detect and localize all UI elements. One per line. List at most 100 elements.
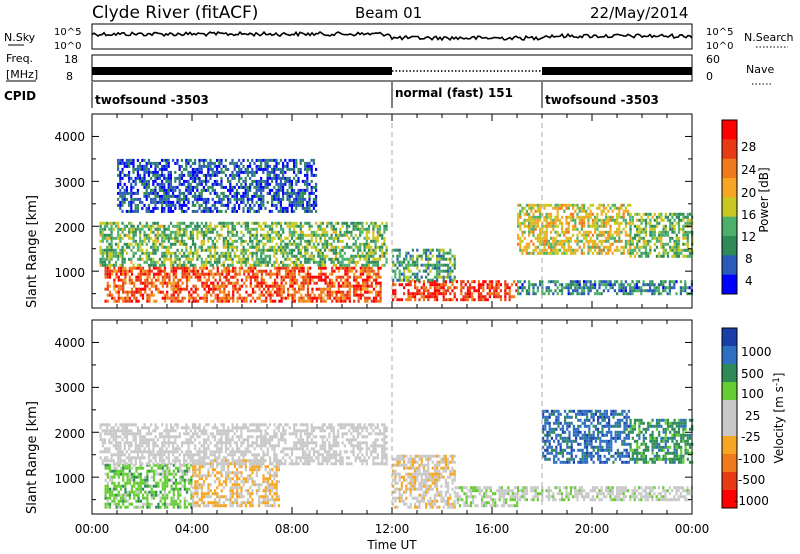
power-echo-cell — [375, 275, 378, 279]
power-echo-cell — [528, 203, 531, 207]
power-echo-cell — [337, 260, 340, 264]
power-echo-cell — [567, 239, 570, 243]
power-echo-cell — [279, 188, 282, 192]
power-echo-cell — [255, 260, 258, 264]
power-echo-cell — [407, 283, 410, 287]
power-echo-cell — [269, 296, 272, 300]
power-echo-cell — [333, 284, 336, 288]
power-echo-cell — [556, 286, 559, 290]
power-echo-cell — [495, 280, 498, 284]
power-echo-cell — [642, 242, 645, 246]
power-echo-cell — [268, 236, 272, 240]
power-echo-cell — [236, 296, 239, 300]
power-echo-cell — [383, 224, 386, 228]
power-echo-cell — [244, 263, 247, 267]
power-echo-cell — [174, 179, 177, 183]
power-echo-cell — [161, 158, 164, 162]
power-echo-cell — [383, 263, 386, 267]
power-echo-cell — [613, 221, 616, 225]
power-echo-cell — [152, 239, 155, 243]
power-ylabel: Slant Range [km] — [25, 195, 40, 308]
power-echo-cell — [576, 227, 579, 231]
power-echo-cell — [394, 292, 397, 296]
power-echo-cell — [587, 242, 590, 246]
power-echo-cell — [264, 224, 267, 228]
power-echo-cell — [618, 283, 621, 287]
power-echo-cell — [550, 215, 553, 219]
power-echo-cell — [414, 292, 417, 296]
power-echo-cell — [231, 173, 234, 177]
power-echo-cell — [547, 221, 550, 225]
power-echo-cell — [618, 206, 621, 210]
power-echo-cells — [99, 158, 694, 303]
power-echo-cell — [534, 218, 537, 222]
power-echo-cell — [152, 179, 155, 183]
power-echo-cell — [543, 224, 546, 228]
power-echo-cell — [146, 272, 149, 276]
power-echo-cell — [583, 251, 586, 255]
power-echo-cell — [341, 239, 344, 243]
power-echo-cell — [378, 257, 382, 261]
power-echo-cell — [276, 290, 279, 294]
power-echo-cell — [253, 260, 256, 264]
power-echo-cell — [119, 158, 122, 162]
velocity-echo-cell — [115, 487, 118, 491]
power-echo-cell — [442, 283, 445, 287]
power-echo-cell — [229, 281, 233, 285]
power-echo-cell — [139, 200, 142, 204]
power-echo-cell — [273, 299, 277, 303]
power-echo-cell — [271, 281, 274, 285]
power-echo-cell — [123, 173, 126, 177]
power-echo-cell — [128, 179, 131, 183]
power-echo-cell — [209, 254, 212, 258]
power-echo-cell — [598, 203, 601, 207]
power-echo-cell — [132, 233, 135, 237]
power-echo-cell — [299, 161, 302, 165]
power-echo-cell — [293, 164, 296, 168]
power-echo-cell — [378, 230, 382, 234]
power-echo-cell — [280, 266, 283, 270]
power-echo-cell — [293, 266, 296, 270]
power-echo-cell — [374, 242, 377, 246]
power-echo-cell — [682, 286, 685, 290]
power-echo-cell — [209, 164, 212, 168]
power-echo-cell — [366, 278, 369, 282]
power-echo-cell — [146, 278, 149, 282]
power-echo-cell — [290, 236, 294, 240]
power-echo-cell — [372, 230, 375, 234]
power-echo-cell — [220, 191, 223, 195]
power-echo-cell — [400, 272, 403, 276]
power-echo-cell — [418, 298, 421, 302]
power-echo-cell — [207, 272, 211, 276]
power-echo-cell — [675, 280, 678, 284]
power-echo-cell — [216, 230, 219, 234]
power-echo-cell — [167, 203, 170, 207]
power-echo-cell — [301, 230, 305, 234]
power-echo-cell — [275, 188, 278, 192]
power-echo-cell — [377, 281, 380, 285]
power-echo-cell — [438, 260, 441, 264]
power-echo-cell — [157, 275, 160, 279]
power-echo-cell — [392, 263, 395, 267]
power-echo-cell — [640, 221, 643, 225]
velocity-echo-cell — [126, 472, 129, 476]
power-echo-cell — [114, 236, 118, 240]
power-echo-cell — [583, 283, 586, 287]
power-echo-cell — [405, 254, 408, 258]
power-echo-cell — [613, 230, 616, 234]
power-echo-cell — [304, 161, 307, 165]
power-echo-cell — [213, 260, 217, 264]
power-echo-cell — [258, 287, 261, 291]
power-echo-cell — [675, 212, 678, 216]
power-echo-cell — [331, 269, 334, 273]
power-echo-cell — [304, 299, 307, 303]
power-echo-cell — [207, 179, 210, 183]
power-echo-cell — [216, 200, 219, 204]
power-echo-cell — [365, 257, 368, 261]
power-echo-cell — [394, 283, 397, 287]
power-echo-cell — [644, 248, 648, 252]
power-echo-cell — [578, 206, 581, 210]
power-echo-cell — [180, 209, 183, 213]
power-echo-cell — [442, 298, 445, 302]
power-echo-cell — [297, 248, 300, 252]
